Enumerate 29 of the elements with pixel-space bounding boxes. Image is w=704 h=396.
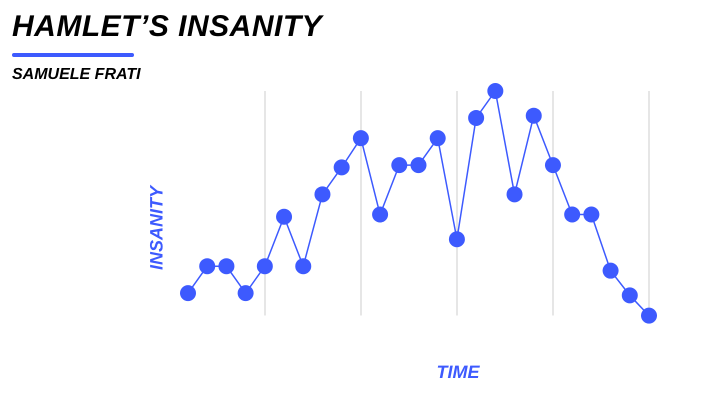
point bbox=[314, 186, 330, 202]
point bbox=[372, 206, 388, 223]
point bbox=[410, 157, 426, 174]
point bbox=[468, 110, 484, 126]
point bbox=[352, 130, 369, 146]
chart-subtitle: SAMUELE FRATI bbox=[12, 66, 141, 84]
point bbox=[583, 206, 600, 223]
point bbox=[622, 287, 638, 304]
x-axis-title: TIME bbox=[436, 362, 480, 383]
point bbox=[506, 186, 523, 202]
point bbox=[564, 206, 580, 223]
chart-title: HAMLET’S INSANITY bbox=[12, 10, 322, 44]
point bbox=[448, 231, 465, 248]
y-axis-title: INSANITY bbox=[146, 186, 168, 270]
point bbox=[238, 285, 254, 302]
point bbox=[430, 130, 446, 146]
point bbox=[218, 258, 234, 274]
point bbox=[641, 308, 657, 324]
point bbox=[180, 285, 196, 302]
point bbox=[334, 159, 350, 176]
point bbox=[199, 258, 216, 274]
point bbox=[487, 83, 504, 99]
point bbox=[391, 157, 408, 174]
point bbox=[276, 208, 292, 225]
point bbox=[602, 262, 619, 279]
point bbox=[256, 258, 273, 274]
point bbox=[295, 258, 312, 274]
point bbox=[544, 157, 561, 174]
point bbox=[526, 108, 542, 124]
